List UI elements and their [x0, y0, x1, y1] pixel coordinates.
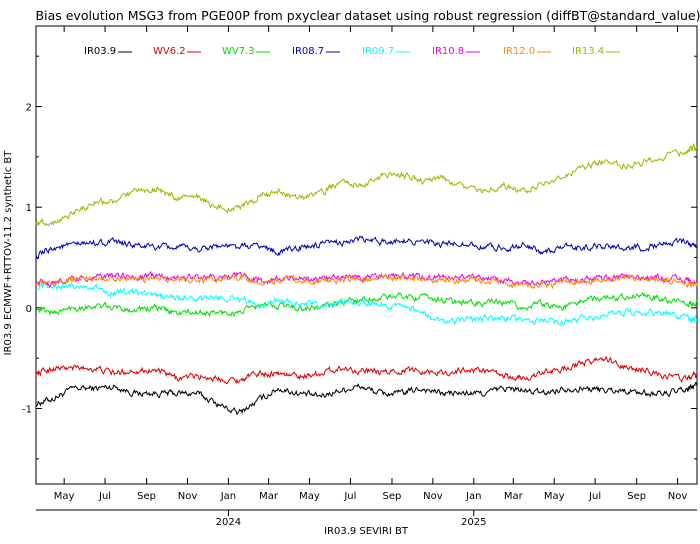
legend: IR03.9 WV6.2 WV7.3 IR08.7 IR09.7 IR10.8 IR12.0… — [84, 46, 620, 57]
plot-frame — [35, 25, 698, 485]
chart-title: Bias evolution MSG3 from PGE00P from pxy… — [36, 8, 700, 23]
x-tick-label: Jan — [465, 491, 481, 502]
legend-label: IR08.7 — [292, 46, 324, 57]
legend-label: IR03.9 — [84, 46, 116, 57]
year-tick-label: 2024 — [216, 517, 241, 528]
x-tick-label: Nov — [423, 491, 443, 502]
legend-label: IR12.0 — [503, 46, 535, 57]
legend-label: WV6.2 — [153, 46, 186, 57]
y-axis-label: IR03.9 ECMWF+RTTOV-11.2 synthetic BT — [3, 150, 14, 356]
y-tick-label: 0 — [26, 304, 32, 315]
legend-label: WV7.3 — [222, 46, 255, 57]
axes: -1 0 1 2 May Jul Sep Nov Jan Mar May Jul Sep Nov Jan Ma… — [22, 26, 697, 528]
x-tick-label: May — [299, 491, 320, 502]
x-tick-label: May — [544, 491, 565, 502]
series-line-ir13-4 — [35, 142, 698, 227]
series-line-wv7-3 — [35, 291, 698, 318]
legend-label: IR13.4 — [572, 46, 604, 57]
series-line-ir12-0 — [35, 272, 698, 290]
x-tick-label: Nov — [178, 491, 198, 502]
x-tick-label: May — [54, 491, 75, 502]
x-tick-label: Sep — [627, 491, 646, 502]
series-line-ir03-9 — [35, 381, 698, 416]
y-tick-label: 2 — [26, 103, 32, 114]
x-tick-label: Jul — [343, 491, 356, 502]
y-tick-label: -1 — [22, 405, 32, 416]
legend-label: IR09.7 — [362, 46, 394, 57]
year-tick-label: 2025 — [461, 517, 486, 528]
x-tick-label: Mar — [259, 491, 279, 502]
x-tick-label: Jan — [220, 491, 236, 502]
x-tick-label: Nov — [668, 491, 688, 502]
y-tick-label: 1 — [26, 203, 32, 214]
x-tick-label: Jul — [588, 491, 601, 502]
x-tick-label: Sep — [137, 491, 156, 502]
series-line-wv6-2 — [35, 355, 698, 385]
x-tick-label: Sep — [383, 491, 402, 502]
series-line-ir08-7 — [35, 235, 698, 261]
x-tick-label: Mar — [504, 491, 524, 502]
legend-label: IR10.8 — [432, 46, 464, 57]
x-tick-label: Jul — [98, 491, 111, 502]
plot-area — [35, 25, 698, 485]
series-lines — [35, 142, 698, 416]
series-line-ir09-7 — [35, 282, 698, 327]
x-axis-label: IR03.9 SEVIRI BT — [324, 526, 409, 537]
series-line-ir10-8 — [35, 270, 698, 289]
